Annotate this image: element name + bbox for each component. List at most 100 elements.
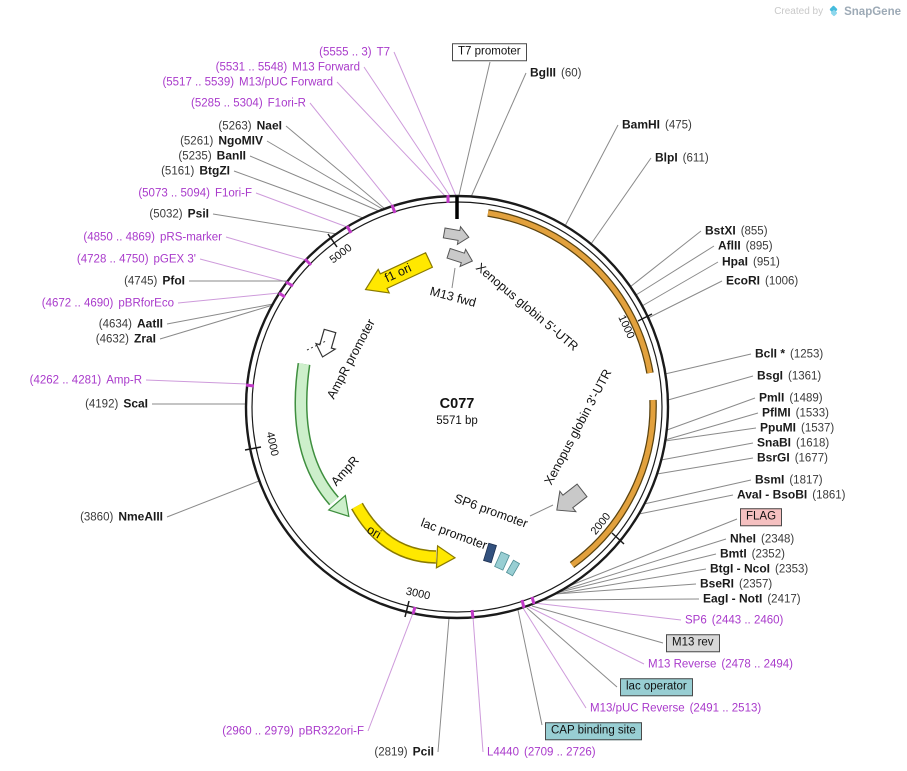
site-name: PsiI: [187, 206, 209, 221]
site-position: (1006): [765, 275, 799, 288]
ampr-promoter-arrow: [314, 328, 337, 358]
site-label-prs-marker: (4850 .. 4869) pRS-marker: [83, 230, 222, 244]
site-name: M13 Reverse: [648, 658, 717, 671]
site-name: F1ori-F: [214, 187, 252, 200]
callout-line-pflmi: [664, 412, 759, 441]
callout-line-bcli: [664, 353, 752, 375]
site-name: EcoRI: [726, 273, 761, 288]
callout-line-f1ori-f: [255, 192, 348, 228]
site-name: AatII: [136, 316, 163, 331]
site-name: PpuMI: [760, 420, 796, 435]
site-position: (4262 .. 4281): [29, 374, 102, 387]
callout-line-blpi: [590, 157, 652, 245]
axis-ticks: [244, 233, 653, 618]
site-label-f1ori-f: (5073 .. 5094) F1ori-F: [138, 186, 252, 200]
site-position: (895): [745, 240, 773, 253]
site-position: (2491 .. 2513): [689, 702, 762, 715]
site-position: (5073 .. 5094): [138, 187, 210, 200]
site-label-amp-r: (4262 .. 4281) Amp-R: [30, 373, 142, 387]
site-label-hpai: HpaI (951): [722, 255, 780, 269]
site-label-btgzi: (5161) BtgZI: [161, 164, 230, 178]
site-name: M13 Forward: [292, 61, 360, 74]
tick-4000: [244, 446, 262, 451]
callout-line-m13-rev: [531, 605, 664, 644]
feature-label-ampr: AmpR: [328, 453, 362, 488]
site-name: SP6: [685, 614, 707, 627]
lac-operator-label: lac operator: [620, 678, 693, 696]
callout-line-aflii: [635, 245, 715, 296]
callout-line-pmli: [666, 397, 756, 431]
callout-line-m13-puc-reverse: [522, 607, 587, 709]
site-position: (1361): [788, 370, 822, 383]
site-position: (2417): [767, 593, 801, 606]
site-position: (2443 .. 2460): [711, 614, 784, 627]
callout-line-pbrforeco: [177, 292, 280, 304]
site-label-pbr322ori-f: (2960 .. 2979) pBR322ori-F: [222, 724, 364, 738]
tick-3000: [404, 600, 410, 618]
site-name: pGEX 3': [153, 253, 196, 266]
globin-3utr-arc: [570, 399, 656, 568]
callout-line-bsgi: [667, 375, 754, 401]
feature-label-m13-fwd: M13 fwd: [428, 284, 477, 310]
callout-line-l4440: [472, 616, 484, 753]
callout-lines-layer: [145, 51, 759, 753]
site-name: T7: [376, 46, 390, 59]
tick-5000: [327, 233, 338, 248]
callout-line-pgex-3: [199, 258, 288, 283]
site-name: AflII: [718, 238, 741, 253]
site-name: BclI *: [755, 346, 786, 361]
callout-line-bmti: [555, 553, 717, 594]
site-position: (2819): [374, 746, 408, 759]
site-label-sp6: SP6 (2443 .. 2460): [685, 613, 783, 627]
site-label-ecori: EcoRI (1006): [726, 274, 798, 288]
primer-ticks: [245, 195, 536, 619]
site-name: SnaBI: [757, 435, 792, 450]
callout-line-btgi-ncoi: [555, 568, 707, 595]
site-label-avai-bsobi: AvaI - BsoBI (1861): [737, 488, 846, 502]
site-position: (4634): [98, 318, 132, 331]
tick-label-3000: 3000: [405, 586, 431, 603]
site-name: ZraI: [133, 331, 156, 346]
feature-label-lac-promoter: lac promoter: [419, 516, 489, 553]
site-label-eagi-noti: EagI - NotI (2417): [703, 592, 801, 606]
site-name: NheI: [730, 531, 757, 546]
callout-line-psii: [212, 213, 338, 235]
site-label-f1ori-r: (5285 .. 5304) F1ori-R: [191, 96, 306, 110]
site-label-snabi: SnaBI (1618): [757, 436, 829, 450]
site-position: (951): [753, 256, 780, 269]
callout-line-hpai: [641, 261, 719, 307]
site-position: (2478 .. 2494): [721, 658, 793, 671]
site-label-pmli: PmlI (1489): [759, 391, 823, 405]
feature-label-globin-3utr: Xenopus globin 3'-UTR: [542, 367, 615, 487]
lac-operator-block: [494, 551, 510, 571]
site-label-bamhi: BamHI (475): [622, 118, 692, 132]
site-label-bglii: BglII (60): [530, 66, 581, 80]
site-name: NgoMIV: [218, 133, 263, 148]
flag-arrow: [556, 483, 588, 513]
site-position: (4728 .. 4750): [76, 253, 149, 266]
callout-line-avai-bsobi: [638, 494, 734, 515]
site-label-l4440: L4440 (2709 .. 2726): [487, 745, 596, 759]
callout-line-bamhi: [564, 124, 619, 227]
watermark-created-by: Created by: [774, 6, 824, 17]
ampr-promoter-dotted-line: [306, 340, 327, 351]
callout-line-ppumi: [664, 427, 757, 442]
site-label-bsmi: BsmI (1817): [755, 473, 823, 487]
callout-line-prs-marker: [225, 236, 307, 261]
site-name: M13/pUC Forward: [239, 76, 333, 89]
site-name: BamHI: [622, 117, 661, 132]
site-label-bsrgi: BsrGI (1677): [757, 451, 828, 465]
callout-line-ecori: [647, 280, 723, 319]
site-name: BglII: [530, 65, 556, 80]
tick-1000: [637, 313, 653, 322]
site-label-bmti: BmtI (2352): [720, 547, 785, 561]
site-name: EagI - NotI: [703, 591, 763, 606]
cap-binding-site-label: CAP binding site: [545, 722, 642, 740]
site-position: (855): [740, 225, 768, 238]
callout-line-bsrgi: [656, 457, 754, 475]
site-name: F1ori-R: [267, 97, 306, 110]
site-label-t7: (5555 .. 3) T7: [319, 45, 390, 59]
callout-line-sp6: [533, 602, 682, 621]
ori-arrowhead: [435, 544, 457, 569]
